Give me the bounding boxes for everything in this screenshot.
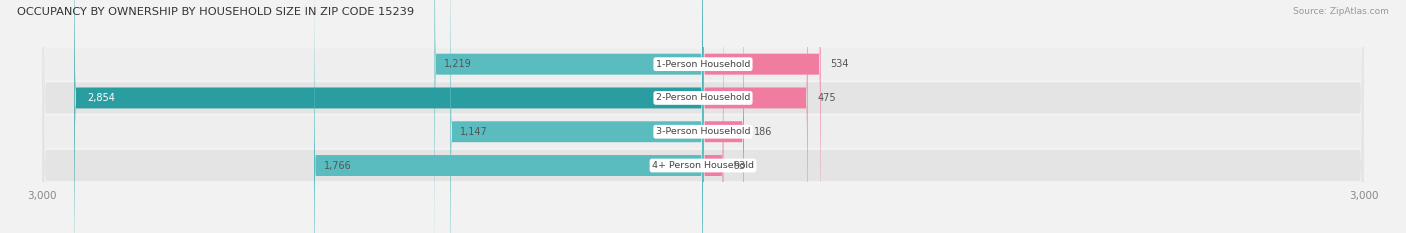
Text: 2-Person Household: 2-Person Household xyxy=(655,93,751,103)
Text: 1,766: 1,766 xyxy=(323,161,352,171)
Text: 3-Person Household: 3-Person Household xyxy=(655,127,751,136)
Text: 1-Person Household: 1-Person Household xyxy=(655,60,751,69)
FancyBboxPatch shape xyxy=(314,0,703,233)
Text: 1,219: 1,219 xyxy=(444,59,472,69)
FancyBboxPatch shape xyxy=(42,0,1364,233)
Text: 4+ Person Household: 4+ Person Household xyxy=(652,161,754,170)
Text: 93: 93 xyxy=(734,161,745,171)
FancyBboxPatch shape xyxy=(703,0,807,233)
Text: 2,854: 2,854 xyxy=(87,93,115,103)
Text: OCCUPANCY BY OWNERSHIP BY HOUSEHOLD SIZE IN ZIP CODE 15239: OCCUPANCY BY OWNERSHIP BY HOUSEHOLD SIZE… xyxy=(17,7,413,17)
FancyBboxPatch shape xyxy=(42,0,1364,233)
FancyBboxPatch shape xyxy=(703,0,724,233)
FancyBboxPatch shape xyxy=(75,0,703,233)
FancyBboxPatch shape xyxy=(42,0,1364,233)
Text: 475: 475 xyxy=(817,93,837,103)
FancyBboxPatch shape xyxy=(434,0,703,233)
Text: 186: 186 xyxy=(754,127,772,137)
Text: Source: ZipAtlas.com: Source: ZipAtlas.com xyxy=(1294,7,1389,16)
FancyBboxPatch shape xyxy=(42,0,1364,233)
FancyBboxPatch shape xyxy=(703,0,821,233)
Text: 1,147: 1,147 xyxy=(460,127,488,137)
Text: 534: 534 xyxy=(831,59,849,69)
FancyBboxPatch shape xyxy=(703,0,744,233)
FancyBboxPatch shape xyxy=(450,0,703,233)
